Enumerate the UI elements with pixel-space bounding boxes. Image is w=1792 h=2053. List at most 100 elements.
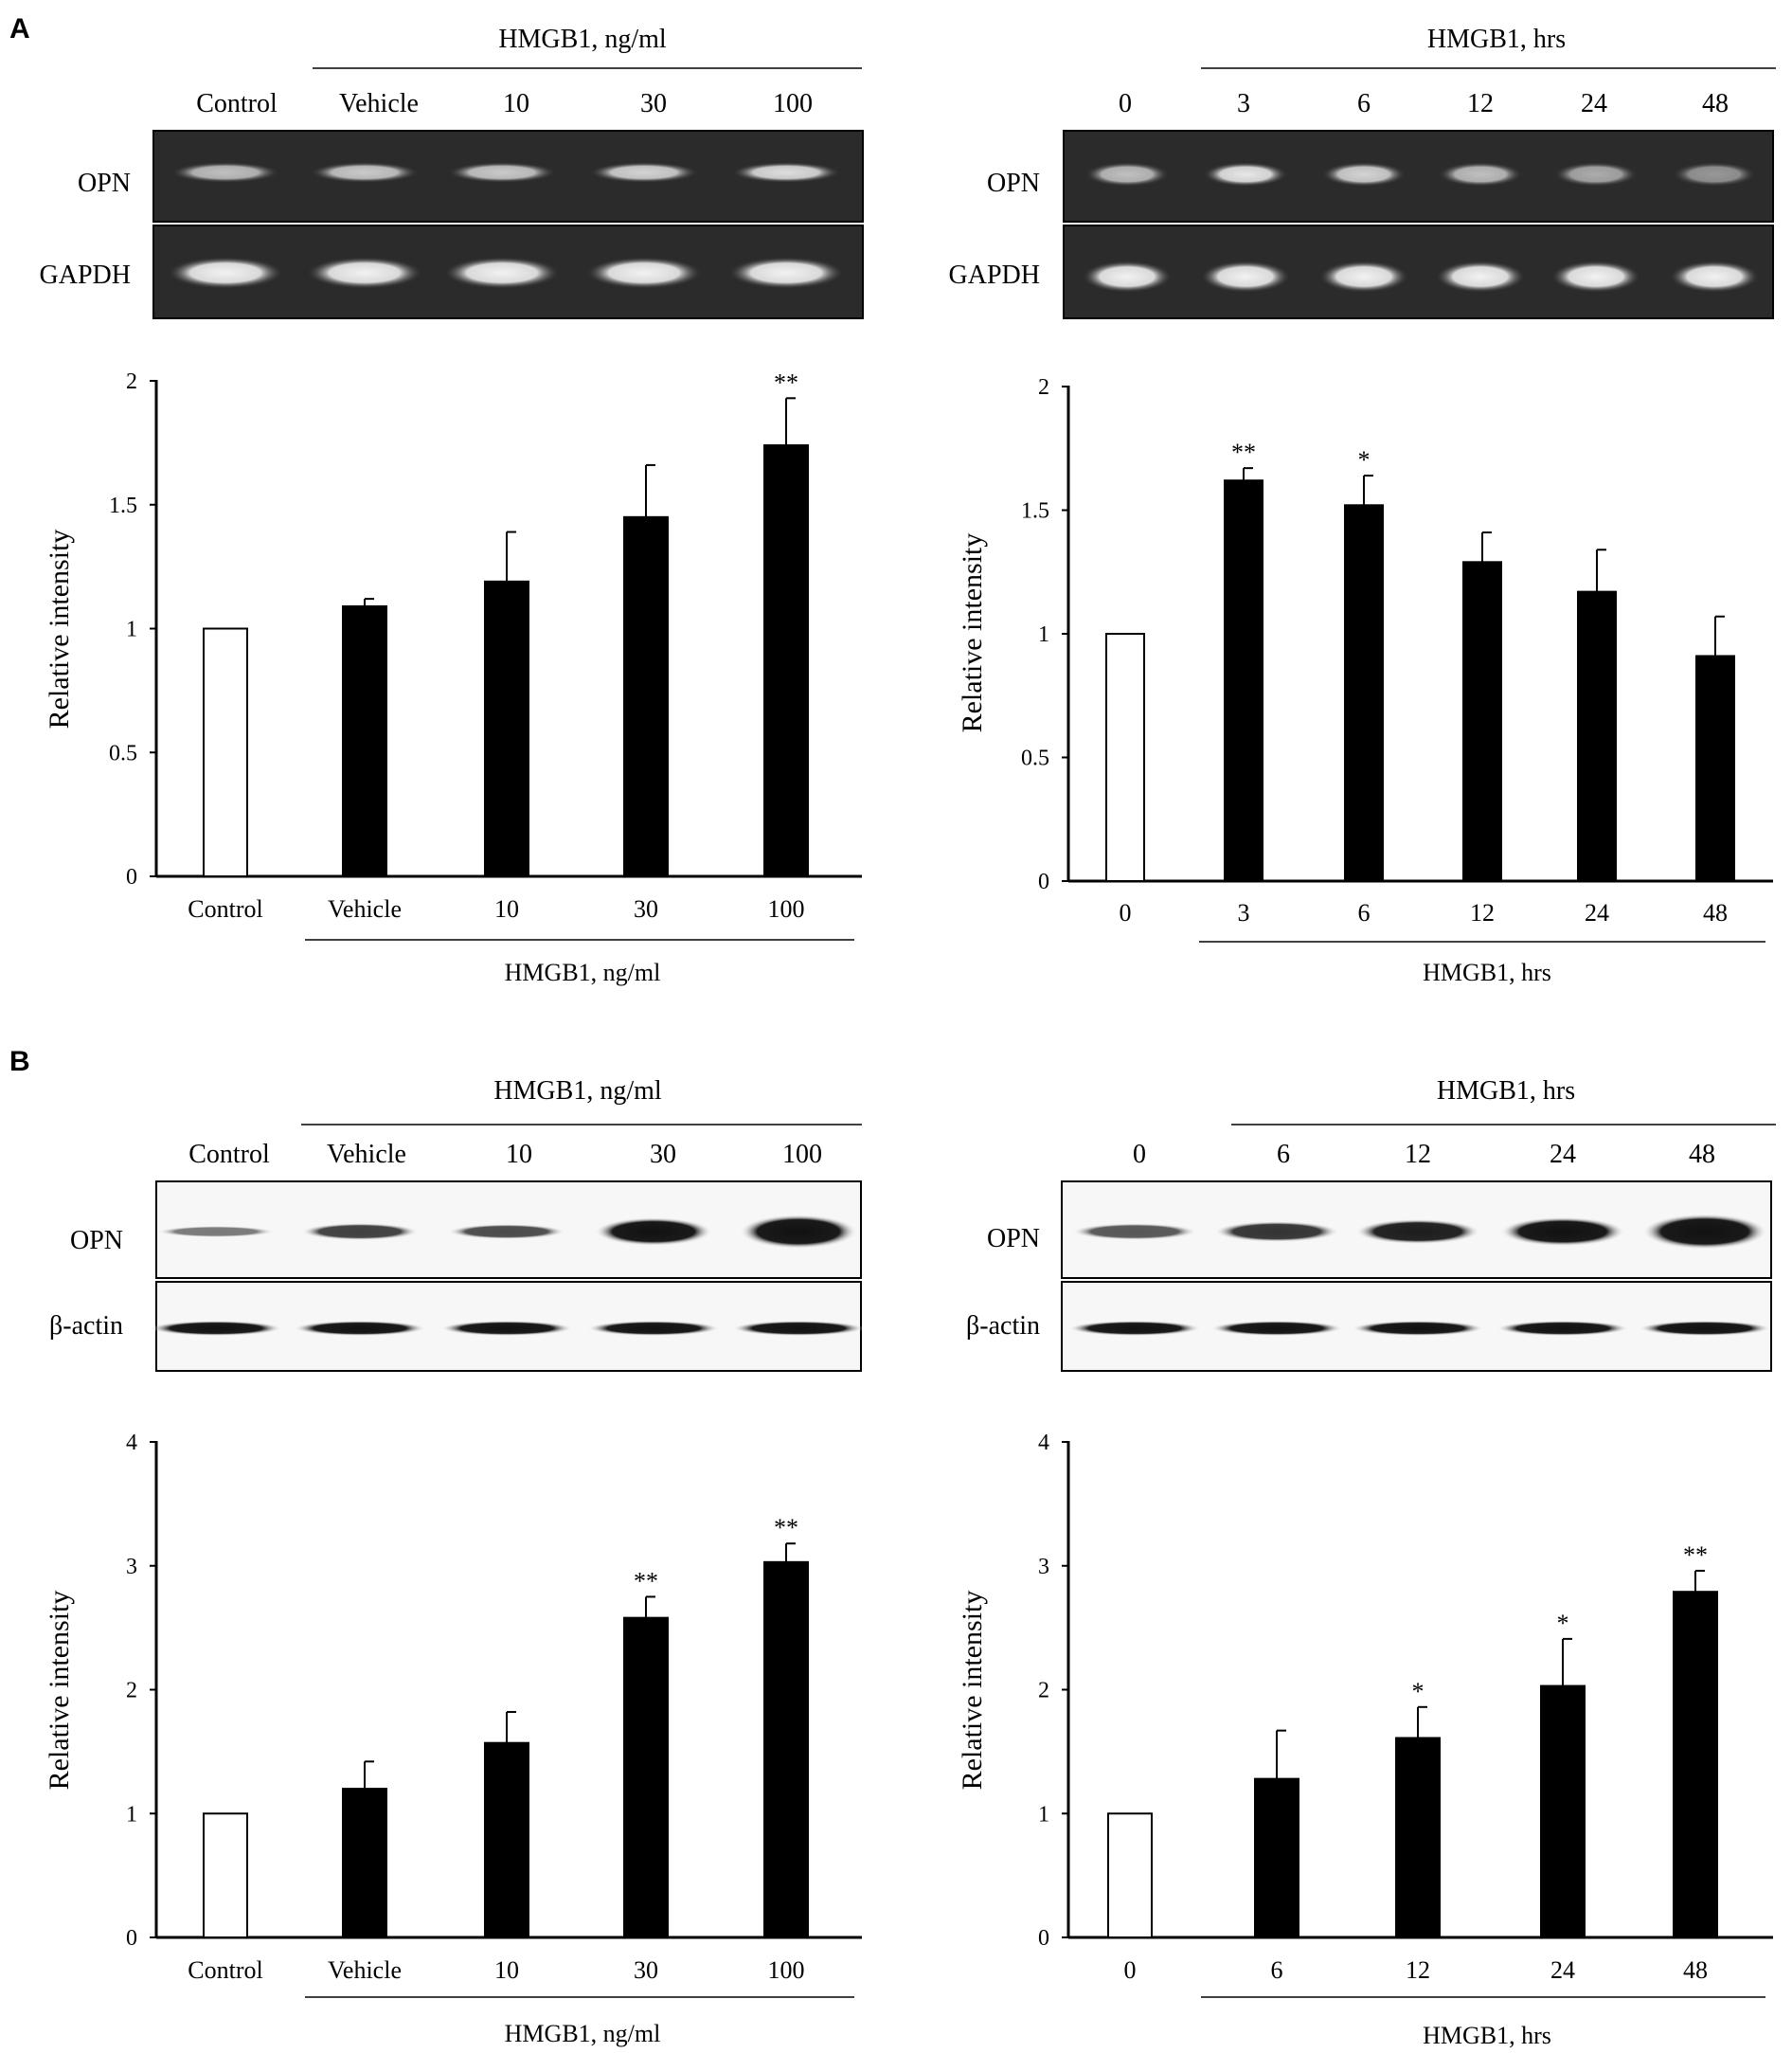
- category-label: 6: [1358, 899, 1371, 927]
- lane-label: Vehicle: [327, 1140, 406, 1169]
- lane-label: 10: [503, 89, 529, 118]
- y-axis-label: Relative intensity: [957, 533, 988, 733]
- y-tick-label: 2: [126, 369, 137, 394]
- chart-a-time: 0 0.5 1 1.5 2 Relative intensity 0 ** 3 * 6 12 24 48 H…: [957, 375, 1773, 986]
- y-tick-label: 1: [1038, 1802, 1049, 1827]
- significance-mark: *: [1412, 1678, 1425, 1705]
- gel-band-opn: [1438, 162, 1523, 187]
- bar: [203, 627, 248, 877]
- gel-band-gapdh: [1200, 261, 1291, 293]
- gel-band-opn: [1084, 162, 1170, 187]
- gel-band-gapdh: [1669, 261, 1760, 293]
- blot-row-label: β-actin: [49, 1311, 123, 1341]
- blot-row-label: OPN: [987, 1224, 1040, 1253]
- blot-row-label: OPN: [987, 169, 1040, 198]
- blot-band-opn: [301, 1223, 419, 1240]
- significance-mark: **: [634, 1567, 658, 1594]
- panel-label-a: A: [9, 13, 30, 45]
- bar: [1344, 504, 1384, 883]
- category-label: 6: [1271, 1956, 1283, 1984]
- lane-label: 12: [1405, 1140, 1431, 1169]
- lane-label: 100: [782, 1140, 822, 1169]
- x-axis-label: HMGB1, hrs: [1423, 959, 1551, 986]
- gel-band-opn: [1672, 162, 1757, 187]
- blot-band-actin: [1496, 1321, 1629, 1336]
- category-label: 12: [1406, 1956, 1430, 1984]
- gel-band-opn: [589, 162, 699, 183]
- blot-band-opn: [740, 1215, 857, 1249]
- gel-band-opn: [310, 162, 420, 183]
- time-header-label: HMGB1, hrs: [1427, 25, 1566, 54]
- lane-label: 0: [1119, 89, 1132, 118]
- significance-mark: **: [1683, 1541, 1708, 1569]
- lane-label: Control: [196, 89, 278, 118]
- category-label: Control: [188, 1956, 262, 1984]
- bar: [763, 1560, 809, 1938]
- y-tick-label: 1: [126, 618, 137, 642]
- blot-band-opn: [448, 1224, 565, 1239]
- blot-band-opn: [1072, 1223, 1197, 1240]
- dose-header-label: HMGB1, ng/ml: [498, 25, 667, 54]
- gel-band-gapdh: [585, 257, 703, 289]
- bar: [623, 515, 669, 877]
- gel-band-gapdh: [306, 257, 423, 289]
- blot-band-actin: [1210, 1321, 1343, 1336]
- y-tick-label: 2: [1038, 1679, 1049, 1703]
- blot-b-dose: OPN β-actin: [49, 1180, 865, 1372]
- gel-a-time: OPN GAPDH: [949, 130, 1774, 319]
- y-tick-label: 1: [1038, 622, 1049, 647]
- blot-row-label: OPN: [78, 169, 131, 198]
- blot-b-time: OPN β-actin: [966, 1180, 1772, 1372]
- lane-label: 48: [1702, 89, 1729, 118]
- blot-band-actin: [440, 1321, 573, 1336]
- y-tick-label: 0.5: [1021, 747, 1049, 771]
- y-tick-label: 4: [1038, 1431, 1049, 1455]
- dose-header-label: HMGB1, ng/ml: [493, 1076, 662, 1106]
- category-label: Control: [188, 895, 262, 923]
- gel-band-opn: [170, 162, 280, 183]
- y-tick-label: 2: [1038, 375, 1049, 400]
- significance-mark: **: [774, 1514, 798, 1541]
- blot-row-label: GAPDH: [949, 261, 1040, 290]
- y-axis-label: Relative intensity: [44, 530, 75, 729]
- blot-band-actin: [1068, 1321, 1201, 1336]
- chart-b-dose: 0 1 2 3 4 Relative intensity Control Vehicle 10 *…: [44, 1431, 862, 2047]
- category-label: 100: [768, 895, 805, 923]
- x-axis-label: HMGB1, ng/ml: [505, 2020, 661, 2047]
- lane-label: 10: [506, 1140, 532, 1169]
- bar: [203, 1812, 248, 1938]
- bar: [1673, 1591, 1718, 1939]
- blot-band-opn: [1500, 1216, 1625, 1247]
- bar: [763, 443, 809, 877]
- y-tick-label: 0: [1038, 870, 1049, 894]
- lane-label: 6: [1357, 89, 1371, 118]
- category-label: 48: [1703, 899, 1728, 927]
- y-axis-label: Relative intensity: [44, 1591, 75, 1791]
- blot-band-actin: [732, 1321, 865, 1336]
- lane-label: 48: [1689, 1140, 1715, 1169]
- gel-band-gapdh: [1435, 261, 1526, 293]
- gel-band-opn: [1321, 162, 1407, 187]
- y-tick-label: 1.5: [1021, 499, 1049, 524]
- category-label: 10: [494, 1956, 519, 1984]
- blot-row-label: β-actin: [966, 1311, 1040, 1341]
- gel-a-time-header: HMGB1, hrs 0 3 6 12 24 48: [1119, 25, 1776, 118]
- category-label: 12: [1470, 899, 1495, 927]
- gel-strip-opn: [1063, 130, 1774, 223]
- gel-band-gapdh: [727, 257, 845, 289]
- blot-row-label: OPN: [70, 1226, 123, 1255]
- lane-label: 30: [640, 89, 667, 118]
- blot-band-actin: [150, 1321, 282, 1336]
- lane-label: 0: [1133, 1140, 1146, 1169]
- lane-label: 12: [1467, 89, 1494, 118]
- y-tick-label: 3: [126, 1555, 137, 1579]
- category-label: 0: [1124, 1956, 1137, 1984]
- y-tick-label: 0.5: [109, 741, 137, 765]
- bar: [1107, 1812, 1153, 1938]
- blot-band-opn: [1214, 1221, 1339, 1242]
- lane-label: Vehicle: [339, 89, 419, 118]
- y-tick-label: 2: [126, 1679, 137, 1703]
- blot-b-dose-header: HMGB1, ng/ml Control Vehicle 10 30 100: [188, 1076, 862, 1169]
